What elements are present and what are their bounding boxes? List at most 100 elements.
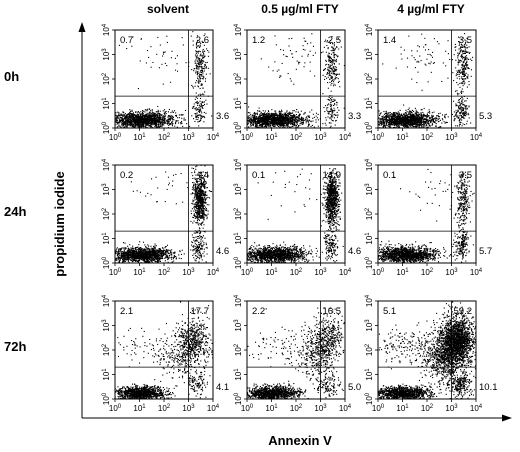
event-dot (197, 75, 199, 77)
event-dot (328, 66, 330, 68)
event-dot (433, 111, 435, 113)
event-dot (197, 117, 199, 119)
event-dot (256, 122, 258, 124)
event-dot (122, 115, 124, 117)
event-dot (244, 119, 245, 120)
event-dot (250, 117, 252, 119)
event-dot (158, 123, 160, 125)
event-dot (198, 65, 200, 67)
event-dot (441, 118, 443, 120)
event-dot (336, 104, 338, 106)
event-dot (381, 119, 383, 121)
event-dot (431, 121, 433, 123)
event-dot (328, 74, 330, 76)
event-dot (276, 119, 278, 121)
event-dot (192, 87, 194, 89)
event-dot (404, 123, 406, 125)
event-dot (145, 118, 147, 120)
event-dot (130, 120, 132, 122)
event-dot (183, 119, 185, 121)
event-dot (303, 113, 305, 115)
event-dot (127, 116, 129, 118)
event-dot (420, 112, 422, 114)
event-dot (260, 119, 262, 121)
event-dot (195, 116, 197, 118)
event-dot (198, 109, 200, 111)
event-dot (286, 114, 288, 116)
event-dot (305, 122, 307, 124)
event-dot (281, 111, 283, 113)
event-dot (373, 122, 374, 123)
event-dot (138, 117, 140, 119)
event-dot (397, 115, 399, 117)
event-dot (157, 105, 159, 107)
event-dot (360, 122, 361, 123)
event-dot (412, 125, 414, 127)
event-dot (390, 121, 392, 123)
event-dot (199, 64, 201, 66)
event-dot (398, 118, 400, 120)
event-dot (130, 124, 132, 126)
event-dot (137, 123, 139, 125)
event-dot (198, 46, 200, 48)
event-dot (163, 115, 165, 117)
event-dot (393, 122, 395, 124)
event-dot (333, 55, 335, 57)
x-tick-label: 100 (109, 133, 122, 142)
event-dot (329, 56, 331, 58)
event-dot (271, 121, 273, 123)
event-dot (280, 49, 282, 51)
event-dot (159, 110, 161, 112)
event-dot (124, 122, 126, 124)
event-dot (245, 119, 246, 120)
event-dot (156, 111, 158, 113)
event-dot (288, 113, 290, 115)
event-dot (269, 117, 271, 119)
event-dot (302, 121, 304, 123)
event-dot (195, 114, 197, 116)
event-dot (276, 70, 278, 72)
event-dot (255, 119, 257, 121)
event-dot (403, 116, 405, 118)
event-dot (415, 130, 416, 131)
event-dot (328, 70, 330, 72)
event-dot (273, 120, 275, 122)
event-dot (403, 122, 405, 124)
event-dot (333, 59, 335, 61)
event-dot (331, 120, 333, 122)
event-dot (435, 123, 437, 125)
event-dot (205, 78, 207, 80)
event-dot (116, 126, 118, 128)
event-dot (284, 112, 286, 114)
event-dot (295, 120, 297, 122)
event-dot (124, 124, 126, 126)
event-dot (398, 120, 400, 122)
event-dot (126, 122, 128, 124)
event-dot (265, 125, 267, 127)
event-dot (330, 125, 332, 127)
event-dot (422, 116, 424, 118)
event-dot (369, 118, 370, 119)
event-dot (202, 75, 204, 77)
event-dot (327, 55, 329, 57)
event-dot (285, 125, 287, 127)
event-dot (156, 115, 158, 117)
event-dot (158, 122, 160, 124)
event-dot (177, 117, 179, 119)
event-dot (428, 124, 430, 126)
event-dot (268, 119, 270, 121)
event-dot (278, 125, 280, 127)
event-dot (379, 119, 381, 121)
event-dot (396, 120, 398, 122)
event-dot (276, 123, 278, 125)
event-dot (426, 118, 428, 120)
event-dot (275, 117, 277, 119)
event-dot (426, 115, 428, 117)
event-dot (205, 67, 207, 69)
event-dot (132, 123, 134, 125)
event-dot (166, 65, 168, 67)
event-dot (315, 112, 317, 114)
event-dot (201, 107, 203, 109)
event-dot (436, 115, 438, 117)
event-dot (382, 123, 384, 125)
